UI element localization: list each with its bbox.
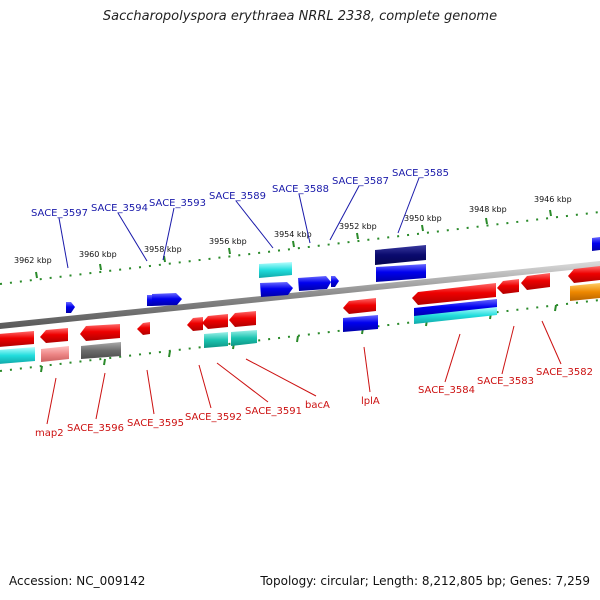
scale-tick-labels: 3962 kbp 3960 kbp 3958 kbp 3956 kbp 3954… (14, 195, 572, 265)
label-sace-3587[interactable]: SACE_3587 (332, 176, 389, 187)
gene-sace-3594[interactable] (147, 295, 152, 306)
gene-sace-3584-blue[interactable] (414, 299, 497, 317)
label-sace-3592[interactable]: SACE_3592 (185, 412, 242, 423)
label-sace-3583[interactable]: SACE_3583 (477, 376, 534, 387)
tick-label: 3958 kbp (144, 245, 182, 254)
tick-label: 3948 kbp (469, 205, 507, 214)
label-sace-3594[interactable]: SACE_3594 (91, 203, 148, 214)
tick-label: 3952 kbp (339, 222, 377, 231)
reverse-labels: map2 SACE_3596 SACE_3595 SACE_3592 SACE_… (35, 367, 593, 439)
genome-title: Saccharopolyspora erythraea NRRL 2338, c… (102, 9, 498, 24)
gene-map2-left[interactable] (0, 331, 34, 347)
gene-sace-3596[interactable] (80, 324, 120, 341)
tick-label: 3962 kbp (14, 256, 52, 265)
gene-sace-3592-b[interactable] (202, 314, 228, 329)
label-sace-3595[interactable]: SACE_3595 (127, 418, 184, 429)
lower-scale (0, 299, 600, 372)
label-sace-3585[interactable]: SACE_3585 (392, 168, 449, 179)
label-sace-3597[interactable]: SACE_3597 (31, 208, 88, 219)
genome-summary-text: Topology: circular; Length: 8,212,805 bp… (260, 574, 590, 588)
label-baca[interactable]: bacA (305, 400, 330, 411)
gene-edge-forward[interactable] (592, 237, 600, 251)
tick-label: 3960 kbp (79, 250, 117, 259)
gene-sace-3587[interactable] (331, 276, 339, 287)
gene-gray-reverse[interactable] (81, 342, 121, 359)
gene-sace-3591[interactable] (229, 311, 256, 327)
label-sace-3593[interactable]: SACE_3593 (149, 198, 206, 209)
gene-pink-reverse[interactable] (41, 346, 69, 362)
gene-sace-3585[interactable] (376, 264, 426, 282)
upper-scale (0, 211, 600, 285)
gene-teal-reverse-b[interactable] (231, 330, 257, 346)
gene-lpla-blue[interactable] (343, 315, 378, 332)
accession-text: Accession: NC_009142 (9, 574, 146, 588)
label-map2[interactable]: map2 (35, 428, 64, 439)
gene-sace-3588[interactable] (298, 276, 331, 291)
gene-sace-3584-cyan[interactable] (414, 307, 497, 324)
forward-genes[interactable] (66, 237, 600, 313)
gene-sace-3585-upper[interactable] (375, 245, 426, 265)
gene-sace-3582-orange[interactable] (570, 283, 600, 301)
label-sace-3584[interactable]: SACE_3584 (418, 385, 475, 396)
label-sace-3582[interactable]: SACE_3582 (536, 367, 593, 378)
gene-lpla[interactable] (343, 298, 376, 314)
label-lpla[interactable]: lplA (361, 396, 380, 407)
gene-sace-3597[interactable] (66, 302, 75, 313)
gene-sace-3589[interactable] (260, 282, 293, 297)
gene-sace-3583[interactable] (497, 279, 519, 294)
label-sace-3591[interactable]: SACE_3591 (245, 406, 302, 417)
gene-cyan-forward[interactable] (259, 262, 292, 278)
gene-teal-reverse-a[interactable] (204, 332, 228, 348)
gene-map2[interactable] (40, 328, 68, 343)
tick-label: 3950 kbp (404, 214, 442, 223)
tick-label: 3954 kbp (274, 230, 312, 239)
gene-sace-3583-b[interactable] (521, 273, 550, 290)
gene-sace-3592-a[interactable] (187, 317, 203, 331)
gene-sace-3584[interactable] (412, 283, 496, 305)
label-sace-3589[interactable]: SACE_3589 (209, 191, 266, 202)
label-sace-3588[interactable]: SACE_3588 (272, 184, 329, 195)
gene-sace-3582[interactable] (568, 266, 600, 283)
tick-label: 3946 kbp (534, 195, 572, 204)
gene-sace-3595[interactable] (137, 322, 150, 335)
forward-labels: SACE_3597 SACE_3594 SACE_3593 SACE_3589 … (31, 168, 449, 219)
gene-sace-3593[interactable] (152, 293, 182, 306)
reverse-leaders (46, 320, 562, 425)
tick-label: 3956 kbp (209, 237, 247, 246)
genome-backbone (0, 261, 600, 329)
forward-leaders (58, 177, 420, 269)
reverse-genes[interactable] (0, 266, 600, 364)
gene-cyan-reverse-left[interactable] (0, 347, 35, 364)
label-sace-3596[interactable]: SACE_3596 (67, 423, 124, 434)
